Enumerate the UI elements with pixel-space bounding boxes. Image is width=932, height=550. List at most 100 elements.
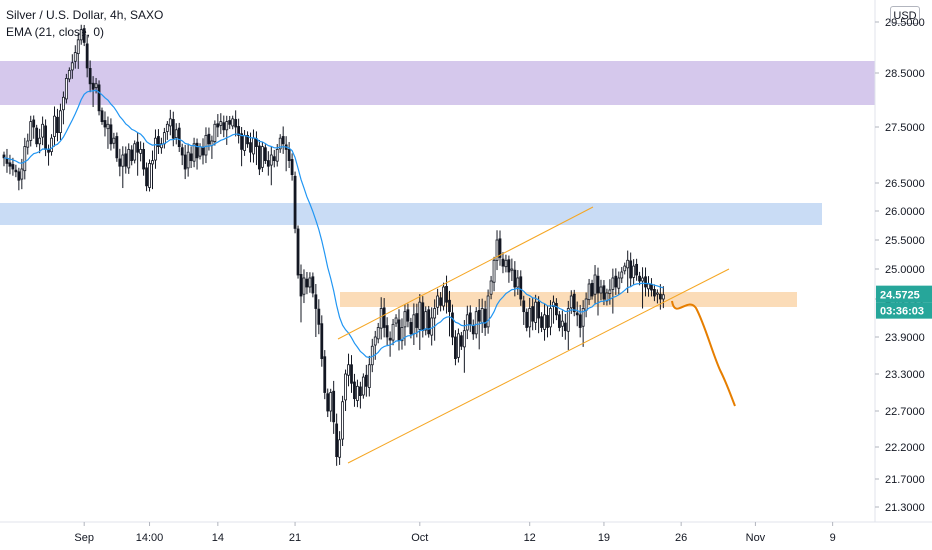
candle xyxy=(644,267,647,297)
time-tick-label: Oct xyxy=(411,532,428,544)
currency-button[interactable]: USD xyxy=(890,6,920,24)
candle xyxy=(59,103,62,140)
candle-body xyxy=(373,336,377,346)
candle-body xyxy=(62,96,65,111)
candle-body xyxy=(192,143,196,162)
candle xyxy=(243,130,246,156)
candle xyxy=(246,131,249,148)
candle-body xyxy=(584,298,588,311)
candle-body xyxy=(341,401,344,440)
candle xyxy=(347,353,350,387)
candle-body xyxy=(459,335,463,347)
candle-body xyxy=(293,175,297,229)
candle-body xyxy=(504,259,508,268)
candle-body xyxy=(162,132,166,145)
candle xyxy=(11,157,15,176)
candle-body xyxy=(8,162,12,167)
candle xyxy=(546,305,549,338)
candle xyxy=(222,115,226,138)
candle xyxy=(442,282,445,311)
candle-body xyxy=(201,147,205,156)
candle-body xyxy=(207,133,211,145)
overlays-layer xyxy=(3,89,736,464)
candle xyxy=(299,264,303,323)
price-badge-value: 24.5725 xyxy=(880,290,920,302)
candle-body xyxy=(133,143,137,161)
candle-body xyxy=(204,134,208,156)
candle-body xyxy=(578,314,582,328)
candle xyxy=(578,304,582,338)
candle xyxy=(207,127,211,151)
candle xyxy=(623,262,627,275)
candle-body xyxy=(23,146,27,172)
candle xyxy=(608,279,612,305)
candle xyxy=(73,45,77,69)
price-tick-label: 26.0000 xyxy=(885,206,925,218)
candle-body xyxy=(174,129,178,139)
candle-body xyxy=(507,259,511,273)
candle xyxy=(661,286,665,309)
candle xyxy=(284,136,288,172)
candle-body xyxy=(118,158,122,167)
candle-body xyxy=(424,311,428,331)
candle xyxy=(266,151,270,176)
time-tick-label: 19 xyxy=(598,532,610,544)
candle-body xyxy=(477,309,481,322)
candle-body xyxy=(448,299,451,313)
candle xyxy=(79,24,83,45)
candle xyxy=(26,133,30,155)
candle-body xyxy=(433,308,437,319)
candle xyxy=(462,320,466,373)
candle xyxy=(234,110,238,137)
candle xyxy=(130,145,134,166)
candle xyxy=(400,318,404,350)
candle xyxy=(32,115,36,139)
candle-body xyxy=(290,159,294,175)
candle-body xyxy=(421,302,425,332)
candle xyxy=(252,129,255,163)
candle-body xyxy=(50,137,53,153)
candle xyxy=(269,146,273,186)
candle xyxy=(560,310,564,337)
price-tick-label: 21.7000 xyxy=(885,474,925,486)
candle-body xyxy=(216,123,220,128)
candle-body xyxy=(243,134,246,151)
candle xyxy=(471,319,475,340)
candle-body xyxy=(240,133,244,150)
candle xyxy=(14,164,18,178)
candle-body xyxy=(644,276,647,288)
candle xyxy=(581,300,585,347)
candle xyxy=(112,132,116,149)
time-tick-label: Nov xyxy=(746,532,766,544)
candle-body xyxy=(130,149,134,162)
candle xyxy=(154,129,157,169)
candle xyxy=(290,153,294,181)
candle-body xyxy=(302,277,306,295)
candle xyxy=(543,303,546,341)
candle-body xyxy=(53,115,56,137)
candle-body xyxy=(154,137,157,161)
candle xyxy=(67,67,71,83)
candle-body xyxy=(525,311,529,328)
candle xyxy=(451,304,454,346)
candle xyxy=(118,148,122,177)
candle xyxy=(344,369,347,411)
candle xyxy=(507,255,511,283)
candle xyxy=(457,328,460,363)
candle xyxy=(367,355,371,397)
candle-body xyxy=(249,142,252,153)
candle xyxy=(231,115,235,130)
candle-body xyxy=(415,313,419,328)
candle-body xyxy=(560,320,564,327)
candle-body xyxy=(569,295,573,309)
candle-body xyxy=(614,275,618,288)
candle xyxy=(106,116,110,149)
candle-body xyxy=(581,308,585,327)
candle-body xyxy=(590,282,594,297)
candle-body xyxy=(531,306,535,322)
price-tick-label: 29.5000 xyxy=(885,17,925,29)
candle-body xyxy=(275,148,279,162)
candle-body xyxy=(489,280,493,295)
candle-body xyxy=(112,137,116,144)
